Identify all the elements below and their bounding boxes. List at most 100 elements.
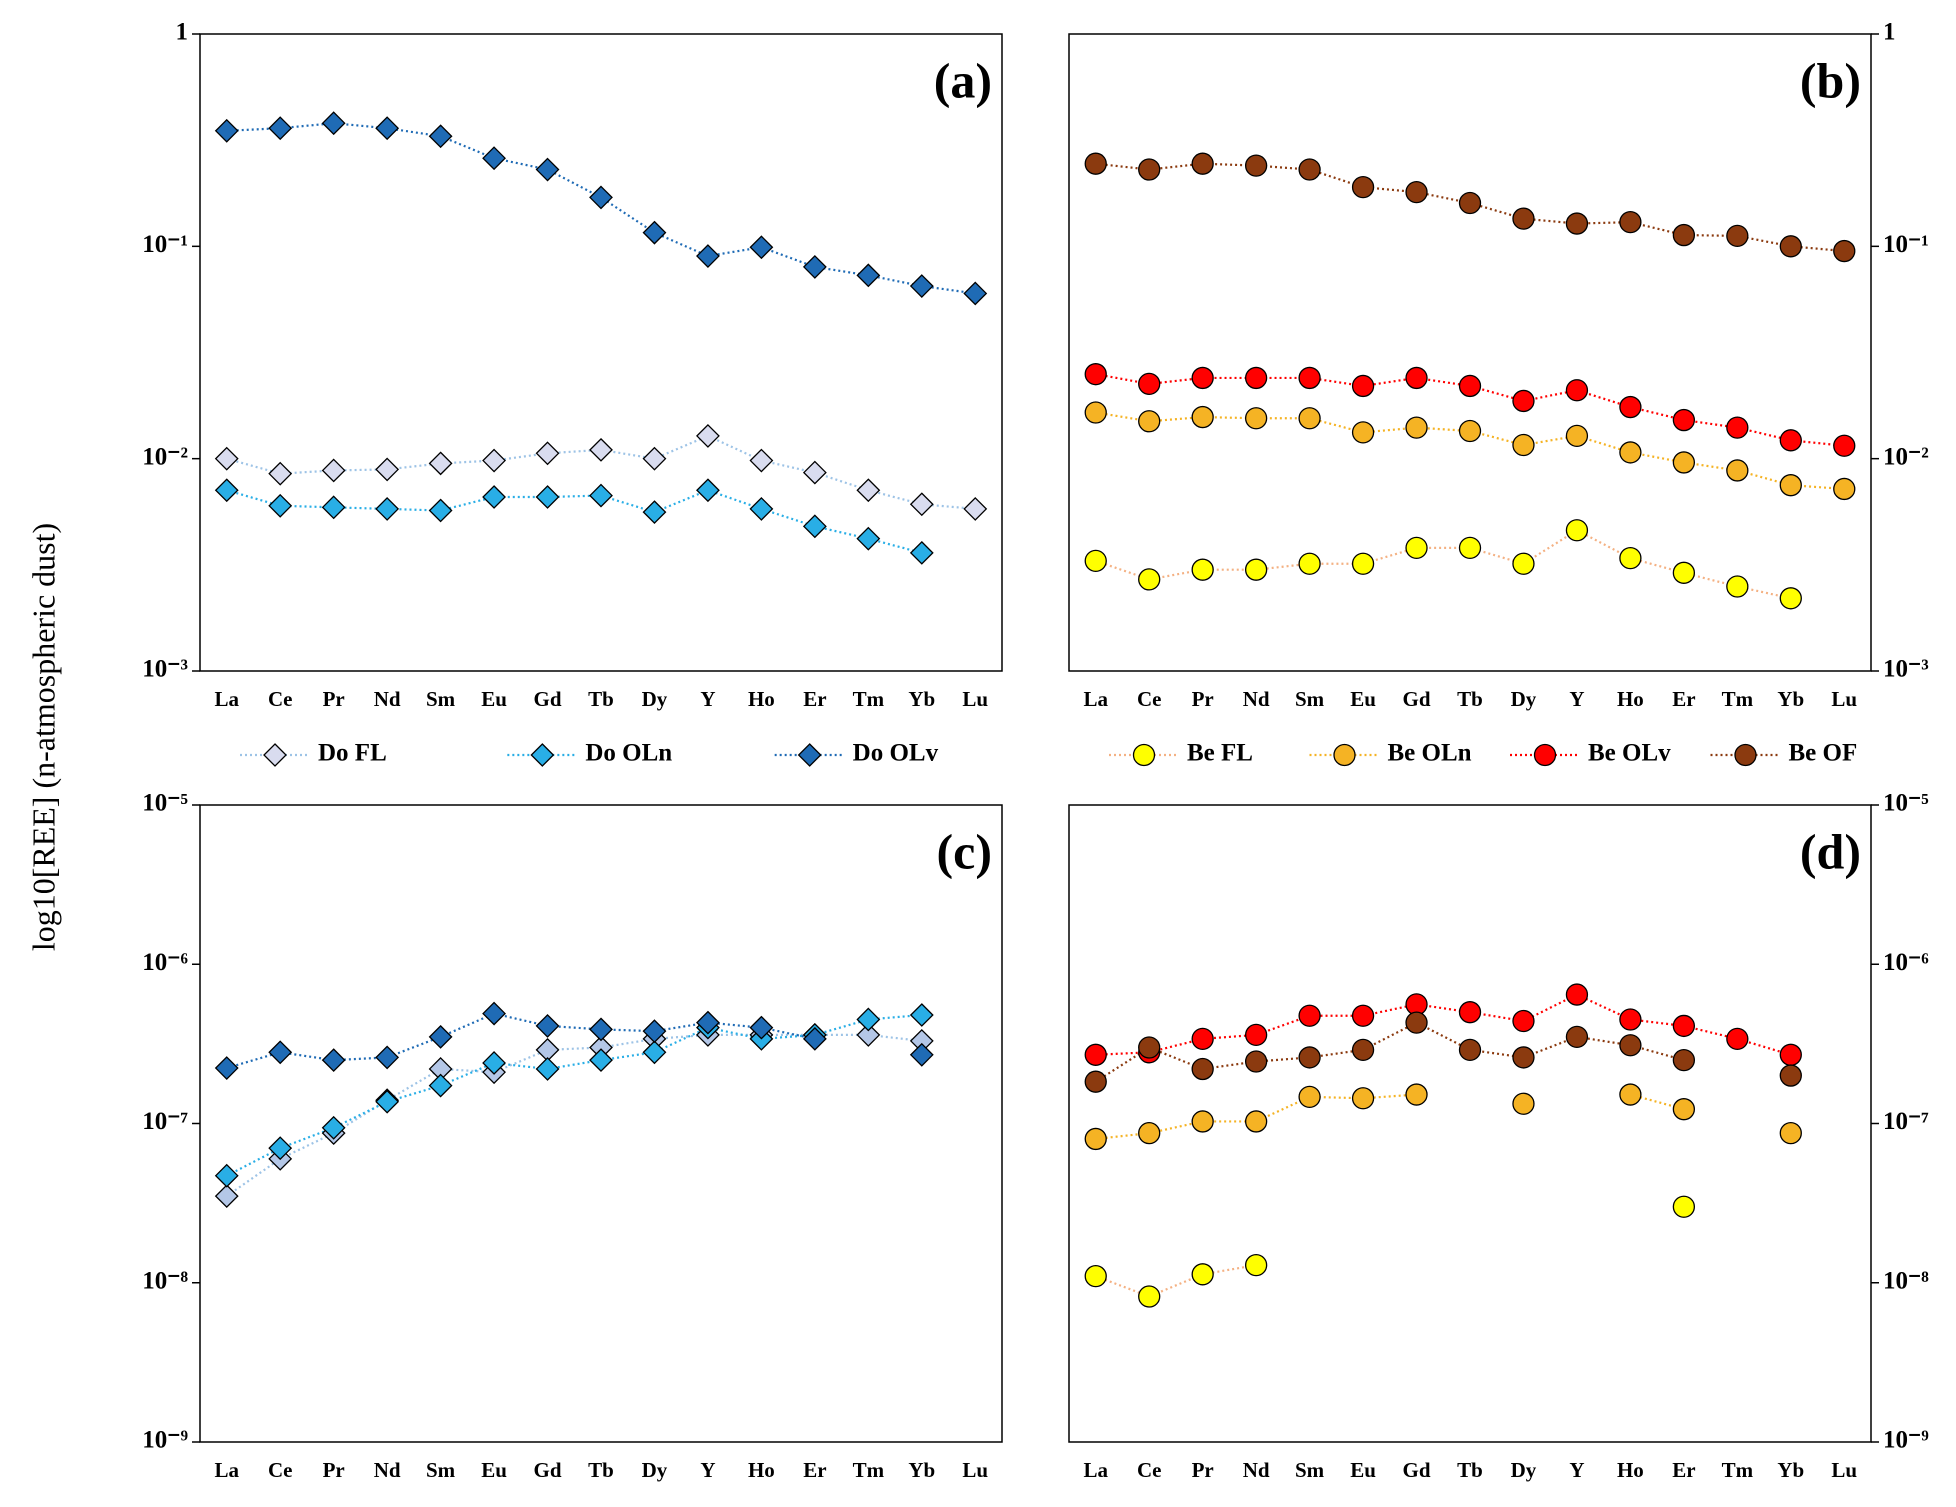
marker: [1191, 1027, 1214, 1051]
marker: [696, 423, 720, 448]
marker: [482, 146, 506, 171]
marker: [214, 1163, 239, 1188]
legend-label: Do OLv: [853, 740, 939, 767]
marker: [642, 1019, 667, 1044]
marker: [375, 496, 400, 521]
x-tick-label: Pr: [323, 687, 345, 711]
x-tick-label: Ce: [1137, 687, 1162, 711]
marker: [589, 1048, 613, 1073]
x-tick-label: Gd: [534, 687, 562, 711]
marker: [1458, 1001, 1482, 1024]
marker: [1565, 983, 1589, 1006]
marker: [1512, 1009, 1535, 1033]
marker: [1672, 1048, 1696, 1072]
marker: [268, 1136, 293, 1161]
marker: [1672, 1098, 1696, 1121]
series-line: [1096, 1207, 1684, 1297]
x-tick-label: Ho: [748, 687, 775, 711]
series-line: [226, 122, 976, 295]
marker: [642, 500, 667, 525]
y-tick-label: 10⁻⁷: [1883, 1108, 1929, 1135]
marker: [428, 1073, 453, 1098]
marker: [1298, 1085, 1321, 1109]
marker: [1351, 1087, 1375, 1110]
marker: [1244, 366, 1268, 390]
marker: [1138, 158, 1161, 181]
legend-marker: [1333, 743, 1356, 767]
x-tick-label: La: [1083, 687, 1108, 711]
marker: [1191, 366, 1214, 390]
legend-label: Be OLn: [1388, 740, 1472, 767]
marker: [696, 478, 720, 503]
marker: [909, 274, 934, 298]
panel-label: (b): [1800, 52, 1861, 108]
marker: [1405, 1011, 1428, 1034]
marker: [856, 478, 881, 503]
series-line: [1095, 162, 1845, 253]
legend-label: Do FL: [318, 740, 387, 767]
x-tick-label: Nd: [1243, 1458, 1270, 1482]
marker: [1512, 552, 1535, 575]
marker: [1458, 419, 1482, 443]
x-tick-label: Eu: [1350, 1458, 1376, 1482]
x-tick-label: Dy: [642, 1458, 668, 1482]
marker: [428, 498, 453, 523]
x-tick-label: Tm: [1722, 1458, 1754, 1482]
panel-label: (a): [934, 52, 992, 108]
y-tick-label: 10⁻⁹: [1883, 1427, 1929, 1454]
marker: [1619, 395, 1642, 419]
marker: [696, 1010, 720, 1035]
marker: [214, 118, 239, 143]
marker: [589, 483, 613, 508]
y-tick-label: 1: [1883, 19, 1896, 46]
marker: [1244, 1253, 1268, 1277]
marker: [1351, 374, 1375, 398]
x-tick-label: Gd: [1403, 687, 1431, 711]
x-tick-label: Lu: [1831, 687, 1857, 711]
x-tick-label: Yb: [908, 687, 935, 711]
x-tick-label: Lu: [962, 687, 988, 711]
x-tick-label: Eu: [481, 687, 507, 711]
marker: [1726, 416, 1749, 439]
legend-marker: [263, 743, 287, 767]
y-tick-label: 10⁻²: [142, 443, 188, 470]
marker: [589, 1017, 613, 1042]
series-line: [226, 434, 976, 510]
x-tick-label: Tm: [853, 1458, 885, 1482]
y-axis-label: log10[REE] (n-atmospheric dust): [25, 523, 61, 951]
marker: [1191, 405, 1214, 429]
x-tick-label: Ho: [1617, 1458, 1644, 1482]
x-tick-label: Dy: [1511, 1458, 1537, 1482]
marker: [214, 478, 239, 503]
x-tick-label: Yb: [1777, 687, 1804, 711]
x-tick-label: Yb: [1777, 1458, 1804, 1482]
marker: [482, 1051, 506, 1075]
marker: [1619, 210, 1642, 234]
marker: [1672, 1195, 1696, 1218]
legend-label: Do OLn: [585, 740, 672, 767]
marker: [1512, 389, 1535, 413]
marker: [1138, 1285, 1161, 1308]
marker: [1138, 1121, 1161, 1145]
y-tick-label: 10⁻⁶: [1883, 949, 1929, 976]
y-tick-label: 10⁻⁵: [142, 790, 188, 817]
x-tick-label: Eu: [1350, 687, 1376, 711]
marker: [1833, 434, 1856, 457]
x-tick-label: La: [214, 687, 239, 711]
x-tick-label: Y: [1569, 1458, 1584, 1482]
x-tick-label: Lu: [1831, 1458, 1857, 1482]
marker: [1138, 410, 1161, 433]
y-tick-label: 10⁻²: [1883, 443, 1929, 470]
marker: [268, 461, 293, 486]
marker: [1565, 519, 1589, 542]
legend-marker: [1734, 743, 1757, 767]
marker: [1351, 175, 1375, 199]
marker: [749, 448, 774, 473]
marker: [1512, 1092, 1535, 1115]
marker: [749, 1015, 774, 1040]
marker: [856, 1022, 881, 1047]
marker: [802, 514, 827, 539]
marker: [1244, 154, 1268, 177]
marker: [1619, 441, 1642, 464]
x-tick-label: Sm: [1295, 687, 1325, 711]
